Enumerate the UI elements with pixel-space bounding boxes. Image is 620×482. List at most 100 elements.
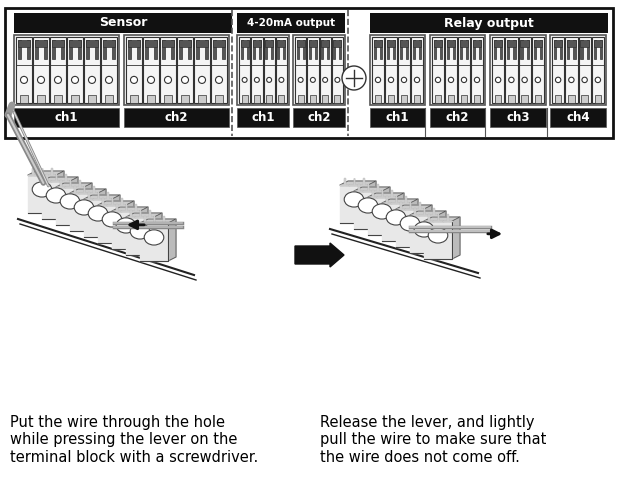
Bar [105, 95, 113, 103]
Polygon shape [354, 187, 390, 191]
Bar [507, 40, 516, 47]
Circle shape [254, 78, 259, 82]
Bar [370, 108, 425, 127]
Bar [321, 40, 323, 59]
Bar [86, 40, 97, 47]
Bar [376, 223, 388, 228]
Polygon shape [452, 217, 460, 259]
Circle shape [556, 77, 561, 82]
Bar [87, 95, 96, 103]
Bar [580, 40, 589, 47]
Bar [334, 40, 335, 59]
Polygon shape [382, 203, 410, 241]
Polygon shape [340, 181, 376, 185]
Polygon shape [112, 211, 140, 249]
Circle shape [182, 76, 188, 83]
Bar [527, 40, 529, 59]
Bar [322, 95, 328, 103]
Bar [406, 40, 408, 59]
Bar [494, 40, 496, 59]
Polygon shape [98, 198, 107, 205]
Bar [332, 37, 343, 103]
Bar [388, 95, 394, 103]
Bar [277, 40, 285, 47]
Circle shape [164, 76, 172, 83]
Bar [164, 95, 172, 103]
Bar [372, 37, 384, 103]
Bar [540, 40, 542, 59]
Bar [265, 40, 267, 59]
Polygon shape [396, 209, 424, 247]
Bar [197, 40, 199, 59]
Text: ch4: ch4 [566, 111, 590, 124]
Polygon shape [396, 193, 404, 235]
Polygon shape [419, 208, 428, 215]
Polygon shape [443, 214, 452, 221]
Bar [130, 95, 138, 103]
Ellipse shape [372, 204, 392, 219]
Circle shape [322, 78, 327, 82]
Polygon shape [42, 174, 51, 181]
Bar [303, 40, 304, 59]
Bar [128, 40, 140, 47]
Bar [432, 247, 445, 252]
Bar [271, 40, 273, 59]
Polygon shape [126, 217, 154, 255]
Bar [567, 40, 569, 59]
Bar [251, 37, 262, 103]
Polygon shape [378, 190, 387, 197]
Bar [574, 40, 575, 59]
Polygon shape [433, 214, 443, 221]
Bar [555, 95, 562, 103]
Bar [374, 40, 382, 47]
Bar [593, 40, 596, 59]
Bar [398, 37, 410, 103]
Circle shape [335, 78, 340, 82]
Bar [550, 35, 606, 105]
Circle shape [495, 77, 501, 82]
Polygon shape [149, 216, 159, 223]
Bar [14, 13, 232, 33]
Polygon shape [28, 171, 64, 175]
Bar [277, 40, 280, 59]
Text: Relay output: Relay output [444, 16, 534, 29]
Polygon shape [396, 202, 405, 209]
Polygon shape [112, 195, 120, 237]
Text: ch2: ch2 [165, 111, 188, 124]
Bar [321, 40, 329, 47]
Polygon shape [387, 190, 396, 197]
Bar [61, 40, 64, 59]
Bar [170, 40, 174, 59]
Ellipse shape [428, 228, 448, 243]
Bar [14, 108, 119, 127]
Circle shape [535, 77, 541, 82]
Polygon shape [126, 213, 162, 217]
Text: 4-20mA output: 4-20mA output [247, 18, 335, 28]
Polygon shape [410, 211, 446, 215]
Polygon shape [438, 211, 446, 253]
Text: Put the wire through the hole
while pressing the lever on the
terminal block wit: Put the wire through the hole while pres… [10, 415, 259, 465]
Ellipse shape [130, 224, 150, 239]
Polygon shape [122, 204, 131, 211]
Bar [297, 40, 299, 59]
Bar [339, 40, 342, 59]
Bar [205, 40, 208, 59]
Circle shape [242, 78, 247, 82]
Bar [241, 40, 249, 47]
Bar [578, 37, 591, 103]
Bar [473, 40, 481, 47]
Bar [401, 95, 407, 103]
Polygon shape [70, 193, 98, 231]
Polygon shape [368, 190, 378, 197]
Bar [33, 37, 49, 103]
Circle shape [401, 77, 407, 82]
Bar [495, 95, 502, 103]
Bar [19, 40, 21, 59]
Polygon shape [51, 174, 61, 181]
Bar [315, 40, 317, 59]
Bar [53, 40, 64, 47]
Bar [387, 40, 395, 47]
Bar [413, 40, 421, 47]
Bar [247, 40, 249, 59]
Bar [67, 37, 83, 103]
